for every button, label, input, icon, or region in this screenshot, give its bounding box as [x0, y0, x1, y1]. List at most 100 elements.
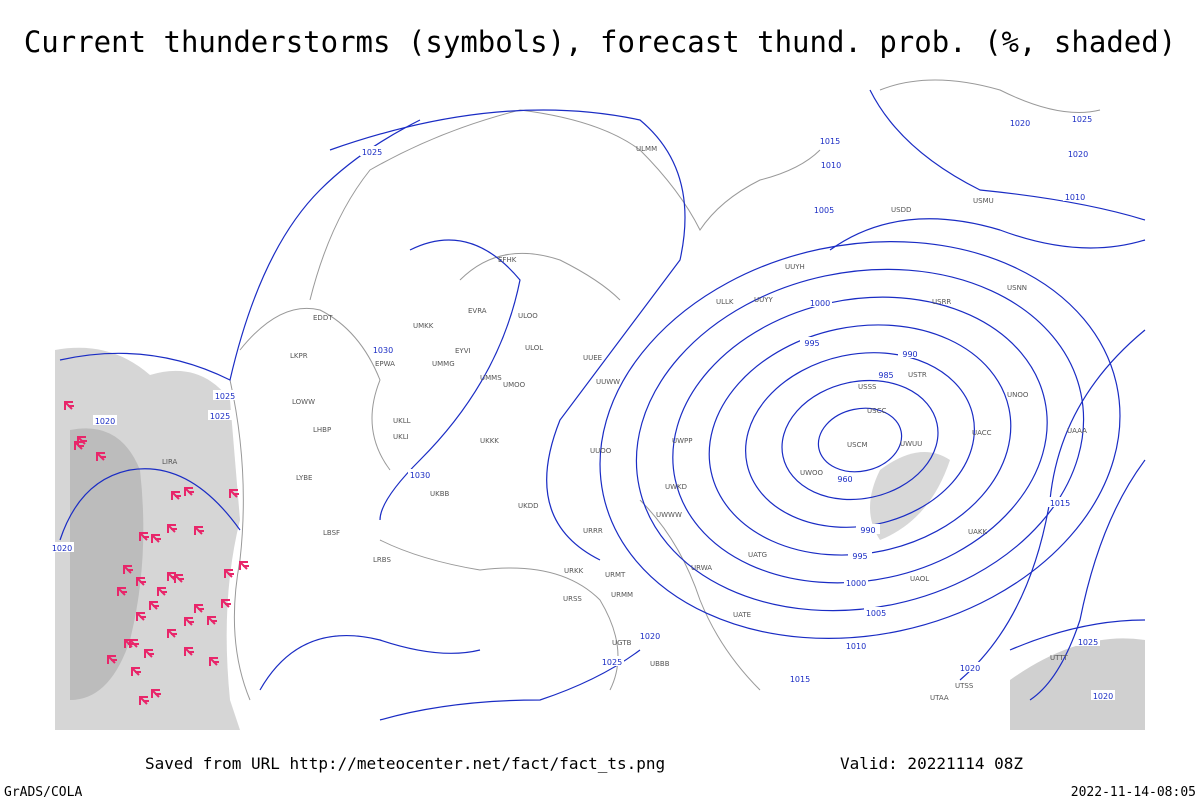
thunderstorm-symbol — [207, 616, 217, 625]
station-label: LHBP — [313, 426, 331, 434]
station-label: LRBS — [373, 556, 391, 564]
thunderstorm-symbol — [194, 604, 204, 613]
isobar-label: 1000 — [846, 579, 866, 588]
label-background — [1063, 191, 1087, 201]
station-label: EYVI — [455, 347, 471, 355]
isobars — [59, 89, 1146, 721]
station-label: URWA — [691, 564, 712, 572]
isobar — [1029, 459, 1146, 701]
label-background — [819, 159, 843, 169]
label-background — [848, 550, 872, 560]
isobar — [379, 239, 521, 521]
isobar-label: 1020 — [640, 632, 660, 641]
station-label: UKKK — [480, 437, 499, 445]
thunderstorm-symbols — [64, 401, 249, 705]
station-label: URKK — [564, 567, 584, 575]
isobar-label: 1020 — [1068, 150, 1088, 159]
thunderstorm-symbol — [151, 534, 161, 543]
station-label: UUYY — [754, 296, 774, 304]
isobar-label: 1020 — [1010, 119, 1030, 128]
isobar — [1009, 619, 1146, 651]
station-label: USSS — [858, 383, 877, 391]
station-label: UMMS — [480, 374, 502, 382]
station-label: UACC — [972, 429, 992, 437]
thunderstorm-symbol — [64, 401, 74, 410]
isobar — [635, 268, 1085, 612]
thunderstorm-symbol — [167, 524, 177, 533]
isobar — [745, 352, 975, 528]
isobar-label: 1025 — [215, 392, 235, 401]
label-background — [788, 673, 812, 683]
thunderstorm-symbol — [139, 532, 149, 541]
timestamp: 2022-11-14-08:05 — [1071, 785, 1196, 800]
station-label: ULOL — [525, 344, 543, 352]
isobar-label: 1020 — [960, 664, 980, 673]
probability-shading — [1010, 638, 1145, 730]
station-label: UAOL — [910, 575, 929, 583]
isobar-label: 1030 — [373, 346, 393, 355]
isobar-label: 1005 — [814, 206, 834, 215]
station-label: URMT — [605, 571, 626, 579]
station-label: LIRA — [162, 458, 178, 466]
label-background — [408, 469, 432, 479]
station-label: UMKK — [413, 322, 434, 330]
coastline — [309, 109, 821, 301]
probability-shading — [870, 452, 950, 540]
isobar-label: 1020 — [1093, 692, 1113, 701]
coastline — [459, 252, 621, 301]
station-label: ULLK — [716, 298, 734, 306]
coastline — [879, 79, 1101, 113]
isobar-label: 985 — [878, 371, 893, 380]
thunderstorm-symbol — [184, 487, 194, 496]
thunderstorm-symbol — [194, 526, 204, 535]
station-label: USCC — [867, 407, 886, 415]
thunderstorm-symbol — [171, 491, 181, 500]
isobar-label: 995 — [804, 339, 819, 348]
thunderstorm-symbol — [136, 612, 146, 621]
isobar-label: 1025 — [1078, 638, 1098, 647]
label-background — [898, 348, 922, 358]
station-label: UWWW — [656, 511, 682, 519]
station-label: LYBE — [296, 474, 312, 482]
label-background — [1076, 636, 1100, 646]
isobar — [59, 119, 421, 381]
thunderstorm-symbol — [229, 489, 239, 498]
isobar-label: 1025 — [362, 148, 382, 157]
thunderstorm-symbol — [117, 587, 127, 596]
thunderstorm-symbol — [209, 657, 219, 666]
station-label: UMMG — [432, 360, 455, 368]
thunderstorm-symbol — [151, 689, 161, 698]
station-label: UBBB — [650, 660, 670, 668]
thunderstorm-symbol — [239, 561, 249, 570]
station-label: UKDD — [518, 502, 539, 510]
station-label: URRR — [583, 527, 603, 535]
label-background — [1066, 148, 1090, 158]
valid-time: Valid: 20221114 08Z — [840, 754, 1023, 773]
station-label: USDD — [891, 206, 911, 214]
label-background — [208, 410, 232, 420]
label-background — [800, 337, 824, 347]
isobar — [599, 241, 1121, 639]
station-label: LKPR — [290, 352, 308, 360]
label-background — [856, 524, 880, 534]
label-background — [1048, 497, 1072, 507]
isobar — [781, 379, 939, 501]
isobar-label: 1015 — [790, 675, 810, 684]
station-label: EPWA — [375, 360, 395, 368]
coastlines — [229, 79, 1101, 701]
isobar — [829, 218, 1146, 251]
isobar — [59, 468, 241, 541]
label-background — [864, 607, 888, 617]
thunderstorm-symbol — [221, 599, 231, 608]
station-label: UUOO — [590, 447, 612, 455]
probability-shading — [70, 428, 144, 700]
station-label: UWKD — [665, 483, 687, 491]
isobar-label: 990 — [902, 350, 917, 359]
label-background — [818, 135, 842, 145]
isobar-label: 1000 — [810, 299, 830, 308]
isobar — [259, 634, 481, 691]
coastline — [239, 307, 391, 471]
isobar-label: 960 — [837, 475, 852, 484]
isobar — [708, 324, 1012, 556]
